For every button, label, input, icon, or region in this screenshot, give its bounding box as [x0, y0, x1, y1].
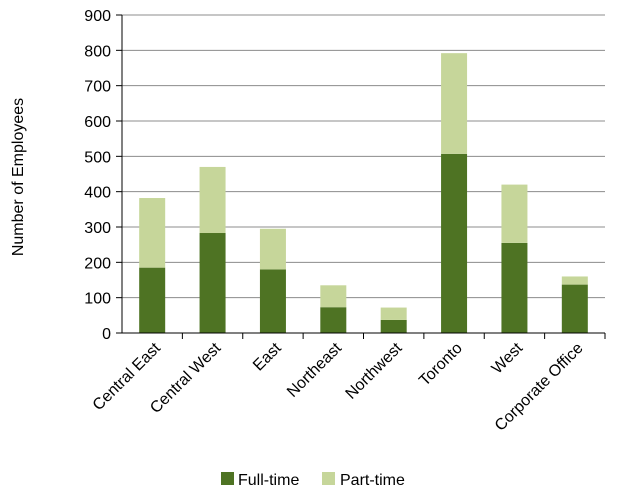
bar-full-time	[320, 307, 347, 333]
x-category-label: East	[250, 339, 285, 374]
bars	[139, 53, 588, 333]
y-tick-label: 300	[84, 220, 111, 237]
bar-part-time	[259, 228, 286, 270]
bar-full-time	[259, 269, 286, 333]
y-tick-label: 400	[84, 185, 111, 202]
y-tick-label: 600	[84, 114, 111, 131]
bar-part-time	[139, 198, 166, 268]
bar-full-time	[441, 153, 468, 333]
bar-part-time	[199, 166, 226, 234]
x-category-label: Northwest	[343, 339, 406, 402]
y-tick-label: 500	[84, 149, 111, 166]
bar-full-time	[380, 319, 407, 333]
y-tick-label: 200	[84, 255, 111, 272]
legend-label-full-time: Full-time	[238, 472, 299, 489]
legend-swatch-full-time	[221, 472, 234, 485]
legend-swatch-part-time	[322, 472, 335, 485]
y-tick-label: 700	[84, 79, 111, 96]
bar-full-time	[139, 267, 166, 333]
y-tick-label: 900	[84, 8, 111, 25]
bar-part-time	[501, 184, 528, 243]
x-category-label: Northeast	[284, 339, 345, 400]
y-tick-label: 0	[102, 326, 111, 343]
y-tick-label: 800	[84, 43, 111, 60]
bar-full-time	[501, 242, 528, 333]
y-tick-label: 100	[84, 291, 111, 308]
gridlines	[122, 14, 605, 299]
x-category-label: Toronto	[416, 340, 466, 390]
bar-part-time	[441, 53, 468, 154]
axes	[116, 14, 606, 339]
x-category-label: West	[489, 339, 527, 377]
bar-full-time	[199, 233, 226, 333]
bar-part-time	[380, 307, 407, 320]
bar-part-time	[320, 285, 347, 308]
legend-label-part-time: Part-time	[340, 472, 405, 489]
bar-full-time	[561, 284, 588, 333]
y-axis-title: Number of Employees	[10, 98, 27, 256]
legend: Full-time Part-time	[221, 472, 405, 489]
y-tick-labels: 0 100 200 300 400 500 600 700 800 900	[84, 8, 111, 343]
bar-part-time	[561, 276, 588, 285]
